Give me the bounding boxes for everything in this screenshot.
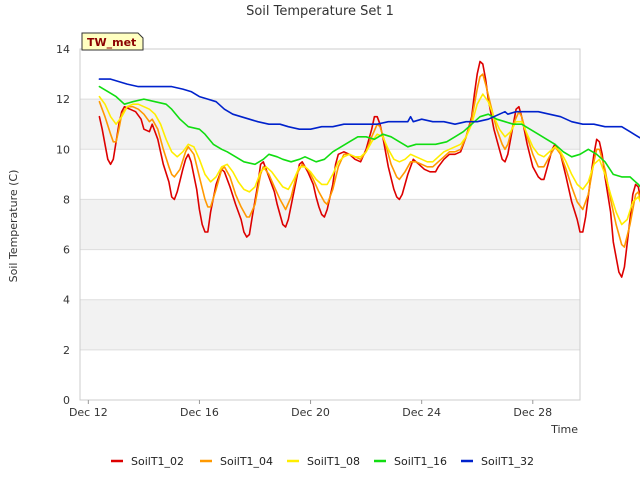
x-axis-ticks: Dec 12 Dec 16 Dec 20 Dec 24 Dec 28 — [69, 400, 552, 419]
x-tick-label: Dec 12 — [69, 406, 108, 419]
y-tick-label: 2 — [63, 344, 70, 357]
legend-label: SoilT1_02 — [131, 455, 184, 468]
x-tick-label: Dec 24 — [402, 406, 441, 419]
y-tick-label: 10 — [56, 143, 70, 156]
y-tick-label: 8 — [63, 193, 70, 206]
chart-title: Soil Temperature Set 1 — [246, 4, 394, 19]
plot-band — [80, 299, 580, 350]
legend-label: SoilT1_32 — [481, 455, 534, 468]
y-tick-label: 6 — [63, 244, 70, 257]
legend-item-soilt1-32: SoilT1_32 — [461, 455, 534, 468]
y-tick-label: 12 — [56, 93, 70, 106]
site-badge: TW_met — [81, 32, 144, 51]
y-tick-label: 0 — [63, 394, 70, 407]
legend-label: SoilT1_04 — [220, 455, 273, 468]
plot-band — [80, 49, 580, 100]
legend-item-soilt1-16: SoilT1_16 — [374, 455, 447, 468]
series-line-soilt1-04 — [98, 73, 640, 248]
y-axis-title: Soil Temperature (C) — [7, 170, 20, 283]
y-axis-ticks: 0 2 4 6 8 10 12 14 — [56, 43, 70, 407]
site-badge-label: TW_met — [87, 36, 136, 49]
x-tick-label: Dec 20 — [291, 406, 330, 419]
x-tick-label: Dec 16 — [180, 406, 219, 419]
series-line-soilt1-16 — [98, 85, 640, 188]
legend-label: SoilT1_08 — [307, 455, 360, 468]
y-tick-label: 14 — [56, 43, 70, 56]
series-line-soilt1-08 — [98, 93, 640, 226]
legend-item-soilt1-04: SoilT1_04 — [200, 455, 273, 468]
y-tick-label: 4 — [63, 294, 70, 307]
plot-frame — [79, 48, 581, 401]
plot-band — [80, 149, 580, 200]
legend-item-soilt1-08: SoilT1_08 — [287, 455, 360, 468]
x-tick-label: Dec 28 — [513, 406, 552, 419]
site-badge-box — [81, 32, 144, 51]
series-lines — [98, 60, 640, 278]
series-line-soilt1-32 — [98, 78, 640, 139]
plot-band — [80, 249, 580, 300]
legend-label: SoilT1_16 — [394, 455, 447, 468]
legend: SoilT1_02 SoilT1_04 SoilT1_08 SoilT1_16 Soil… — [111, 455, 534, 468]
x-axis-title: Time — [550, 423, 578, 436]
legend-item-soilt1-02: SoilT1_02 — [111, 455, 184, 468]
plot-band — [80, 349, 580, 400]
plot-band — [80, 199, 580, 250]
